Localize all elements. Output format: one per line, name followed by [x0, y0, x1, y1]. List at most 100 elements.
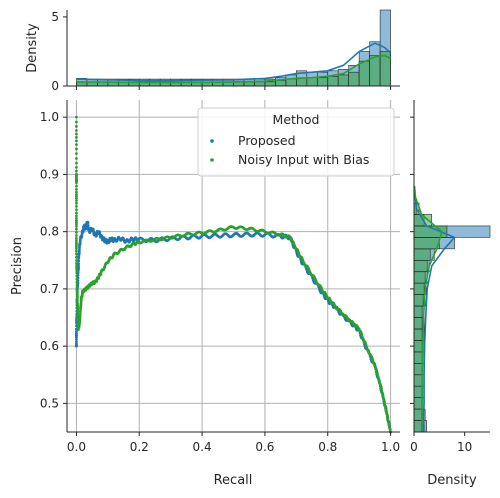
top-y-tick-label: 0	[51, 79, 59, 93]
scatter-point	[75, 165, 78, 169]
right-kde-line	[413, 185, 443, 433]
scatter-point	[78, 312, 82, 315]
x-axis-label: Recall	[214, 473, 253, 488]
scatter-point	[365, 345, 369, 349]
scatter-point	[388, 428, 392, 431]
scatter-point	[75, 190, 78, 194]
right-hist-bar	[413, 294, 424, 307]
right-hist-bar	[413, 340, 423, 353]
scatter-point	[75, 120, 78, 124]
scatter-point	[386, 419, 390, 422]
top-hist-bar	[306, 77, 318, 87]
scatter-point	[75, 239, 78, 243]
scatter-point	[75, 204, 78, 208]
scatter-point	[75, 295, 79, 299]
scatter-point	[75, 115, 78, 119]
top-hist-bar	[369, 55, 381, 87]
y-tick-label: 0.7	[40, 282, 59, 296]
scatter-point	[75, 280, 79, 284]
scatter-point	[75, 152, 78, 156]
scatter-point	[75, 208, 78, 212]
right-hist-bar	[413, 317, 423, 330]
scatter-point	[75, 261, 78, 265]
right-hist-bar	[413, 328, 423, 341]
right-hist-bar	[413, 237, 440, 250]
scatter-point	[75, 274, 79, 278]
scatter-point	[75, 139, 78, 143]
right-marginal-plot: 0 10 Density	[410, 100, 491, 488]
scatter-point	[76, 311, 80, 315]
scatter-point	[75, 157, 78, 160]
scatter-point	[75, 194, 78, 198]
scatter-point	[77, 259, 81, 263]
scatter-point	[75, 340, 78, 344]
top-hist-bar	[316, 77, 329, 87]
top-marginal-plot: 05 Density	[25, 9, 400, 93]
scatter-point	[75, 271, 79, 275]
right-x-tick-label: 0	[410, 440, 418, 454]
legend-title: Method	[273, 112, 320, 127]
scatter-point	[75, 234, 78, 237]
scatter-point	[75, 252, 78, 256]
scatter-point	[75, 187, 78, 191]
scatter-point	[75, 277, 79, 281]
scatter-point	[76, 307, 80, 311]
x-tick-label: 0.6	[255, 440, 274, 454]
right-hist-bar	[413, 351, 423, 364]
right-x-ticks: 0 10	[410, 432, 472, 454]
scatter-point	[75, 136, 78, 139]
scatter-point	[75, 247, 78, 250]
scatter-point	[75, 201, 78, 205]
main-scatter-plot: 0.0 0.2 0.4 0.6 0.8 1.0 0.5 0.6 0.7 0.8 0.9 1.0 Re…	[10, 100, 400, 488]
y-tick-label: 0.6	[40, 339, 59, 353]
legend: Method Proposed Noisy Input with Bias	[197, 107, 395, 177]
right-kde-curves	[413, 185, 456, 433]
scatter-points	[75, 115, 392, 434]
right-hist-bar	[413, 271, 426, 284]
top-y-tick-label: 5	[51, 10, 59, 24]
scatter-point	[78, 316, 82, 320]
scatter-point	[75, 258, 78, 262]
scatter-point	[75, 293, 79, 296]
scatter-point	[75, 132, 78, 136]
top-x-ticks	[75, 86, 392, 90]
right-hist-bar	[413, 248, 431, 261]
top-hist-bar	[243, 81, 255, 87]
scatter-point	[75, 342, 78, 346]
scatter-point	[75, 214, 78, 218]
scatter-point	[387, 421, 390, 425]
scatter-point	[376, 372, 379, 376]
scatter-point	[75, 129, 78, 132]
y-tick-label: 0.9	[40, 167, 59, 181]
scatter-point	[75, 217, 78, 220]
top-hist-bar	[285, 78, 297, 87]
x-tick-label: 0.0	[67, 440, 86, 454]
scatter-point	[386, 416, 390, 420]
y-tick-label: 0.5	[40, 396, 59, 410]
top-y-ticks: 05	[51, 10, 67, 93]
scatter-point	[75, 161, 78, 165]
right-hist-bar	[413, 363, 423, 376]
x-tick-label: 0.8	[318, 440, 337, 454]
top-kde-line	[76, 42, 392, 82]
x-tick-label: 1.0	[381, 440, 400, 454]
scatter-point	[77, 248, 81, 252]
right-kde-line	[413, 191, 456, 433]
legend-box	[197, 107, 395, 177]
right-x-axis-label: Density	[427, 473, 477, 488]
scatter-point	[75, 125, 78, 128]
scatter-point	[75, 225, 78, 228]
scatter-point	[75, 169, 78, 173]
scatter-point	[75, 329, 78, 333]
scatter-point	[364, 343, 368, 347]
top-hist-bar	[264, 81, 276, 87]
top-kde-line	[76, 54, 391, 84]
main-x-ticks: 0.0 0.2 0.4 0.6 0.8 1.0	[67, 432, 400, 454]
legend-marker-proposed	[210, 139, 214, 143]
right-x-tick-label: 10	[457, 440, 472, 454]
right-hist-bar	[413, 259, 428, 273]
scatter-point	[75, 147, 78, 151]
scatter-point	[75, 249, 78, 253]
scatter-point	[77, 256, 81, 260]
